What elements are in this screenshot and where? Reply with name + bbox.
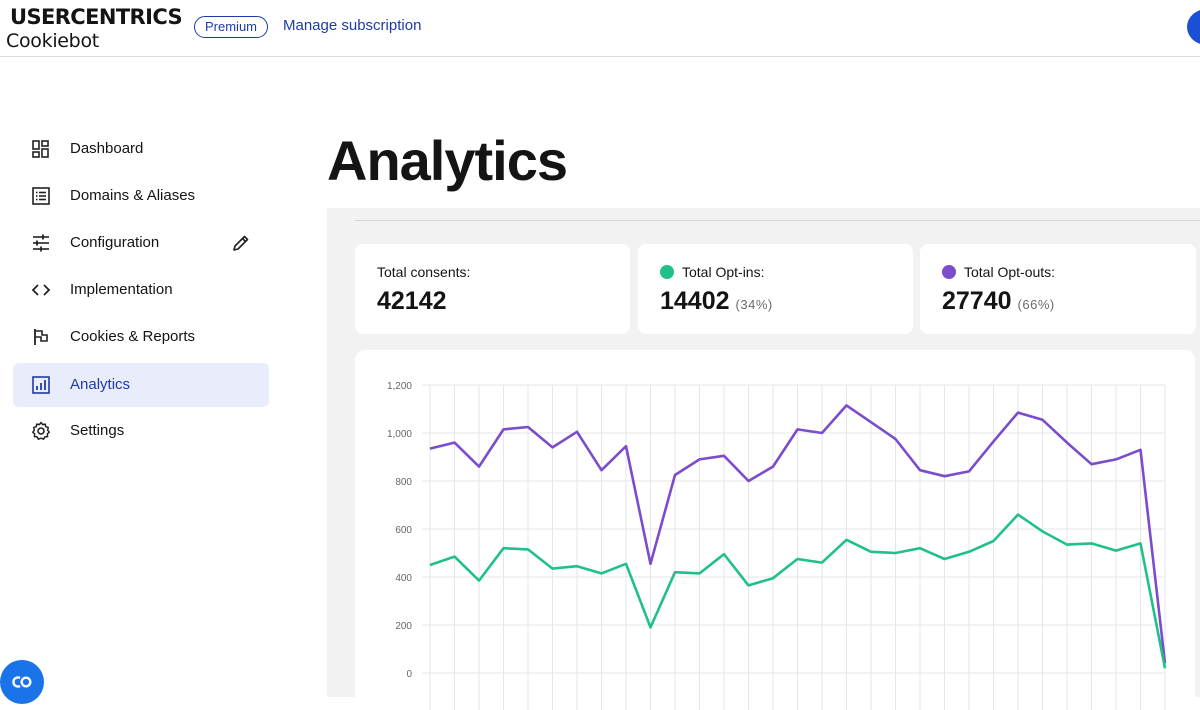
y-tick-label: 200 <box>395 621 412 632</box>
sidebar-item-label: Analytics <box>70 376 131 393</box>
sidebar-item-analytics[interactable]: Analytics <box>13 363 269 407</box>
stat-label-text: Total Opt-ins: <box>682 264 765 280</box>
sidebar-item-implementation[interactable]: Implementation <box>13 268 269 312</box>
stat-label: Total Opt-outs: <box>942 264 1055 280</box>
manage-subscription-link[interactable]: Manage subscription <box>283 17 422 34</box>
page-title: Analytics <box>327 129 568 192</box>
flag-icon <box>34 329 48 345</box>
stat-value: 27740 (66%) <box>942 287 1055 316</box>
stat-label-text: Total Opt-outs: <box>964 264 1056 280</box>
sidebar-item-label: Dashboard <box>70 140 144 157</box>
y-tick-label: 400 <box>395 573 412 584</box>
sidebar-item-settings[interactable]: Settings <box>13 409 269 453</box>
y-tick-label: 800 <box>395 477 412 488</box>
top-bar: USERCENTRICS Cookiebot Premium Manage su… <box>0 0 1200 57</box>
opt-out-series-line <box>429 404 1167 664</box>
avatar[interactable] <box>1187 9 1200 45</box>
stat-card-total-consents: Total consents: 42142 <box>355 244 630 334</box>
sidebar-item-label: Cookies & Reports <box>70 328 196 345</box>
sidebar-item-cookies-reports[interactable]: Cookies & Reports <box>13 315 269 359</box>
sidebar-item-domains[interactable]: Domains & Aliases <box>13 174 269 218</box>
y-tick-label: 1,000 <box>387 429 412 440</box>
sidebar-item-label: Configuration <box>70 234 160 251</box>
sidebar-item-configuration[interactable]: Configuration <box>13 221 269 265</box>
sliders-icon <box>33 234 49 252</box>
stat-label-text: Total consents: <box>377 264 471 280</box>
opt-in-legend-dot <box>660 265 674 279</box>
code-icon <box>31 284 51 296</box>
stat-percent: (34%) <box>735 297 773 312</box>
sidebar-item-label: Settings <box>70 422 125 439</box>
stat-value: 42142 <box>377 287 447 316</box>
consent-line-chart[interactable]: 0 200 400 600 800 1,000 1,200 <box>355 350 1195 710</box>
pencil-icon[interactable] <box>231 233 251 253</box>
y-tick-label: 0 <box>406 669 412 680</box>
brand-name: USERCENTRICS <box>10 5 183 29</box>
consent-chart-card: 0 200 400 600 800 1,000 1,200 <box>355 350 1195 710</box>
product-name: Cookiebot <box>6 30 99 52</box>
stat-label: Total consents: <box>377 264 470 280</box>
stat-label: Total Opt-ins: <box>660 264 764 280</box>
cookie-consent-button[interactable] <box>0 660 44 704</box>
stat-value-text: 27740 <box>942 287 1012 315</box>
bar-chart-icon <box>32 376 50 394</box>
sidebar-item-dashboard[interactable]: Dashboard <box>13 127 269 171</box>
divider <box>355 220 1200 221</box>
stat-card-opt-outs: Total Opt-outs: 27740 (66%) <box>920 244 1196 334</box>
opt-in-series-line <box>429 513 1167 669</box>
y-tick-label: 600 <box>395 525 412 536</box>
stat-percent: (66%) <box>1017 297 1055 312</box>
plan-badge: Premium <box>194 16 269 38</box>
stat-value-text: 14402 <box>660 287 730 315</box>
gear-icon <box>31 421 51 440</box>
stat-value: 14402 (34%) <box>660 287 773 316</box>
stat-value-text: 42142 <box>377 287 447 315</box>
cookiebot-logo-icon <box>12 676 32 688</box>
sidebar-item-label: Implementation <box>70 281 173 298</box>
sidebar-item-label: Domains & Aliases <box>70 187 196 204</box>
list-icon <box>32 187 50 205</box>
opt-out-legend-dot <box>942 265 956 279</box>
sidebar: Dashboard Domains & Aliases Configuratio… <box>0 57 290 697</box>
brand-logo[interactable]: USERCENTRICS Cookiebot <box>6 4 183 54</box>
stat-card-opt-ins: Total Opt-ins: 14402 (34%) <box>638 244 913 334</box>
dashboard-icon <box>32 140 49 158</box>
y-tick-label: 1,200 <box>387 381 412 392</box>
